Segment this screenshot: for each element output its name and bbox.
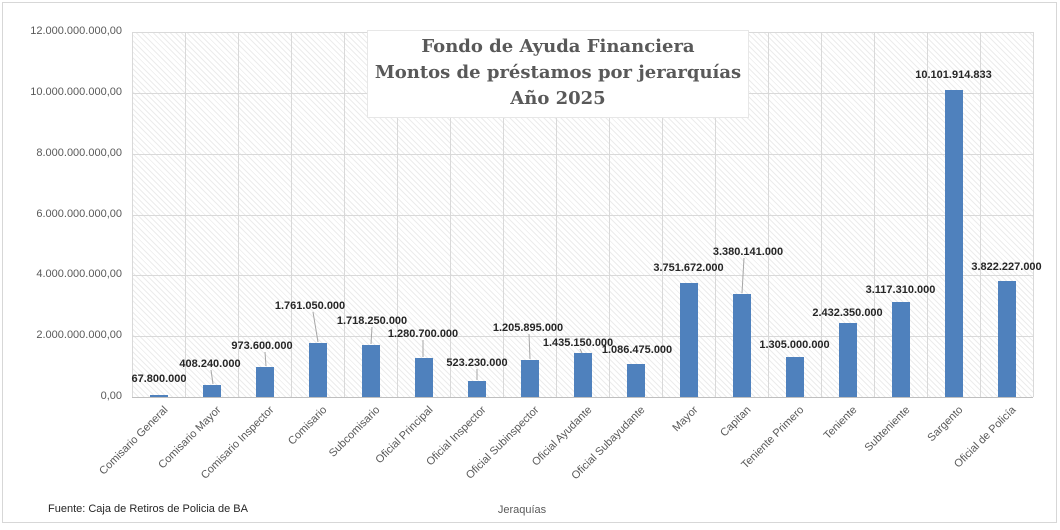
bar <box>944 89 963 397</box>
bar <box>626 363 645 397</box>
y-tick-label: 10.000.000.000,00 <box>30 85 122 98</box>
y-tick-label: 6.000.000.000,00 <box>36 207 122 220</box>
y-tick-label: 4.000.000.000,00 <box>36 268 122 281</box>
bar <box>255 367 274 397</box>
bar <box>679 282 698 397</box>
chart-border <box>2 2 1057 523</box>
data-label: 2.432.350.000 <box>812 307 883 319</box>
bar <box>520 360 539 397</box>
bar <box>467 381 486 397</box>
y-tick-label: 8.000.000.000,00 <box>36 146 122 159</box>
gridline-h <box>132 153 1033 155</box>
data-label: 3.822.227.000 <box>971 261 1042 273</box>
data-label: 3.751.672.000 <box>653 262 724 274</box>
bar <box>361 344 380 397</box>
gridline-h <box>132 275 1033 277</box>
data-label: 67.800.000 <box>131 373 187 385</box>
gridline-v <box>344 32 345 397</box>
chart-title: Fondo de Ayuda Financiera Montos de prés… <box>367 30 749 118</box>
bar <box>838 323 857 397</box>
y-tick-label: 0,00 <box>100 390 122 402</box>
gridline-v <box>397 32 398 397</box>
chart-title-line-1: Fondo de Ayuda Financiera <box>421 36 695 57</box>
data-label: 1.718.250.000 <box>336 315 408 327</box>
data-label: 3.380.141.000 <box>712 246 784 258</box>
gridline-v <box>450 32 451 397</box>
gridline-h <box>132 214 1033 216</box>
x-axis-title: Jeraquías <box>497 504 547 516</box>
data-label: 3.117.310.000 <box>865 284 936 296</box>
gridline-v <box>132 32 133 397</box>
gridline-v <box>821 32 822 397</box>
bar <box>308 343 327 397</box>
data-label: 10.101.914.833 <box>915 69 992 81</box>
data-label: 408.240.000 <box>179 358 241 370</box>
source-note: Fuente: Caja de Retiros de Policia de BA <box>48 503 248 515</box>
gridline-v <box>503 32 504 397</box>
bar <box>785 357 804 397</box>
gridline-v <box>662 32 663 397</box>
gridline-v <box>556 32 557 397</box>
gridline-v <box>238 32 239 397</box>
data-label: 1.086.475.000 <box>601 344 673 356</box>
gridline-v <box>715 32 716 397</box>
gridline-h <box>132 336 1033 338</box>
gridline-v <box>927 32 928 397</box>
gridline-v <box>1033 32 1034 397</box>
bar <box>997 280 1016 397</box>
bar <box>891 302 910 397</box>
data-label: 1.280.700.000 <box>387 328 459 340</box>
gridline-v <box>874 32 875 397</box>
bar <box>732 294 751 397</box>
gridline-v <box>980 32 981 397</box>
chart-title-line-2: Montos de préstamos por jerarquías <box>374 62 742 83</box>
bar <box>149 394 168 397</box>
bar <box>573 353 592 397</box>
bar <box>414 358 433 397</box>
y-tick-label: 2.000.000.000,00 <box>36 329 122 342</box>
gridline-v <box>609 32 610 397</box>
data-label: 1.761.050.000 <box>274 300 346 312</box>
gridline-v <box>185 32 186 397</box>
data-label: 973.600.000 <box>231 340 293 352</box>
gridline-v <box>291 32 292 397</box>
gridline-h <box>132 397 1033 398</box>
y-tick-label: 12.000.000.000,00 <box>30 25 122 37</box>
bar <box>202 384 221 397</box>
data-label: 1.435.150.000 <box>542 337 614 349</box>
data-label: 523.230.000 <box>446 357 508 369</box>
data-label: 1.205.895.000 <box>492 322 564 334</box>
chart-title-line-3: Año 2025 <box>510 88 606 109</box>
gridline-v <box>768 32 769 397</box>
data-label: 1.305.000.000 <box>759 339 830 351</box>
